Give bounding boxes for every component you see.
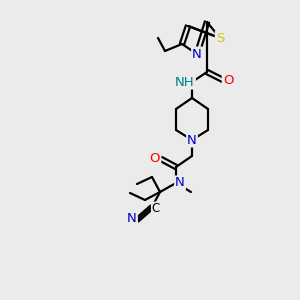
Text: NH: NH — [175, 76, 195, 88]
Text: N: N — [127, 212, 137, 226]
Text: C: C — [152, 202, 160, 215]
Text: O: O — [150, 152, 160, 166]
Text: N: N — [175, 176, 185, 190]
Text: S: S — [216, 32, 224, 44]
Text: N: N — [192, 47, 202, 61]
Text: N: N — [187, 134, 197, 146]
Text: O: O — [223, 74, 233, 86]
